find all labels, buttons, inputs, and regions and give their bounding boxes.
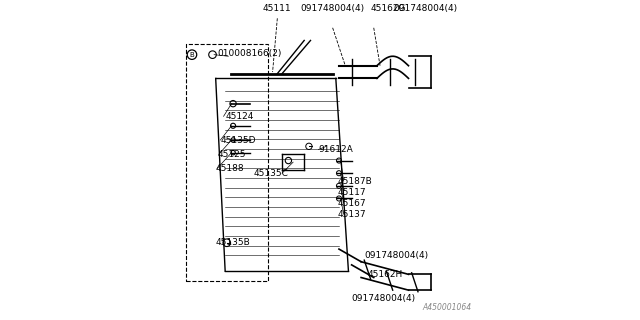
Text: 45135B: 45135B	[216, 238, 250, 247]
Text: 091748004(4): 091748004(4)	[301, 4, 365, 12]
Text: 45187B: 45187B	[337, 177, 372, 186]
Text: 45111: 45111	[263, 4, 292, 12]
Text: 45162G: 45162G	[370, 4, 406, 12]
Text: 091748004(4): 091748004(4)	[364, 251, 428, 260]
Text: 45135C: 45135C	[253, 169, 289, 178]
Text: 45125: 45125	[217, 150, 246, 159]
Text: 45124: 45124	[225, 112, 253, 121]
Text: 45117: 45117	[337, 188, 366, 197]
Text: 091748004(4): 091748004(4)	[394, 4, 458, 12]
Text: 45188: 45188	[216, 164, 244, 173]
Text: 45167: 45167	[337, 199, 366, 208]
Text: A450001064: A450001064	[422, 303, 472, 312]
Text: 010008166(2): 010008166(2)	[217, 49, 282, 58]
Text: 45135D: 45135D	[220, 135, 256, 145]
Text: 91612A: 91612A	[319, 145, 353, 154]
Text: 45137: 45137	[337, 210, 366, 219]
Text: 45162H: 45162H	[367, 270, 403, 279]
Text: B: B	[189, 52, 195, 58]
Text: 091748004(4): 091748004(4)	[351, 293, 416, 303]
